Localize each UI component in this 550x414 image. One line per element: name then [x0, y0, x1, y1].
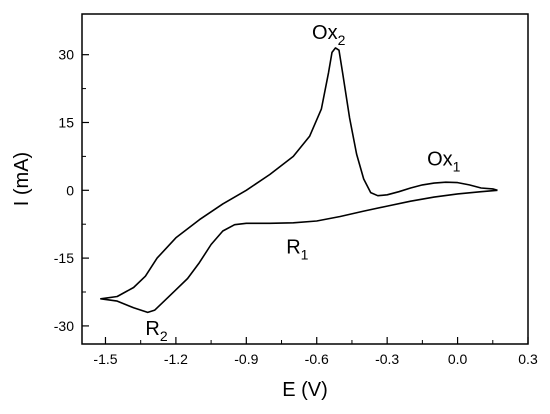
y-tick-label: -30	[54, 318, 74, 334]
axis-tick-labels: -1.5 -1.2 -0.9 -0.6 -0.3 0.0 0.3 -30 -15 0 15 30	[54, 47, 538, 367]
peak-label: Ox2	[312, 22, 346, 48]
peak-label-base: R	[286, 237, 300, 259]
x-tick-label: -1.2	[164, 351, 188, 367]
peak-label-base: R	[145, 318, 159, 340]
cv-curve-line	[100, 47, 498, 314]
x-tick-label: 0.3	[518, 351, 538, 367]
x-tick-label: -0.9	[234, 351, 258, 367]
axis-ticks	[82, 54, 529, 344]
x-tick-label: 0.0	[448, 351, 468, 367]
peak-label-subscript: 1	[301, 247, 309, 263]
data-series	[100, 47, 498, 314]
peak-label: R1	[286, 237, 308, 263]
peak-label: Ox1	[427, 148, 461, 174]
x-tick-label: -0.6	[305, 351, 329, 367]
x-axis-title: E (V)	[282, 379, 328, 401]
y-tick-label: 15	[58, 114, 74, 130]
x-tick-label: -0.3	[375, 351, 399, 367]
peak-label: R2	[145, 318, 167, 344]
peak-label-subscript: 2	[160, 328, 168, 344]
y-tick-label: 30	[58, 47, 74, 63]
peak-label-subscript: 1	[453, 158, 461, 174]
y-axis-title: I (mA)	[11, 152, 33, 206]
plot-frame	[81, 13, 529, 345]
y-tick-label: 0	[66, 182, 74, 198]
peak-label-base: Ox	[312, 22, 338, 44]
peak-label-base: Ox	[427, 148, 453, 170]
x-tick-label: -1.5	[93, 351, 117, 367]
peak-label-subscript: 2	[338, 32, 346, 48]
y-tick-label: -15	[54, 250, 74, 266]
